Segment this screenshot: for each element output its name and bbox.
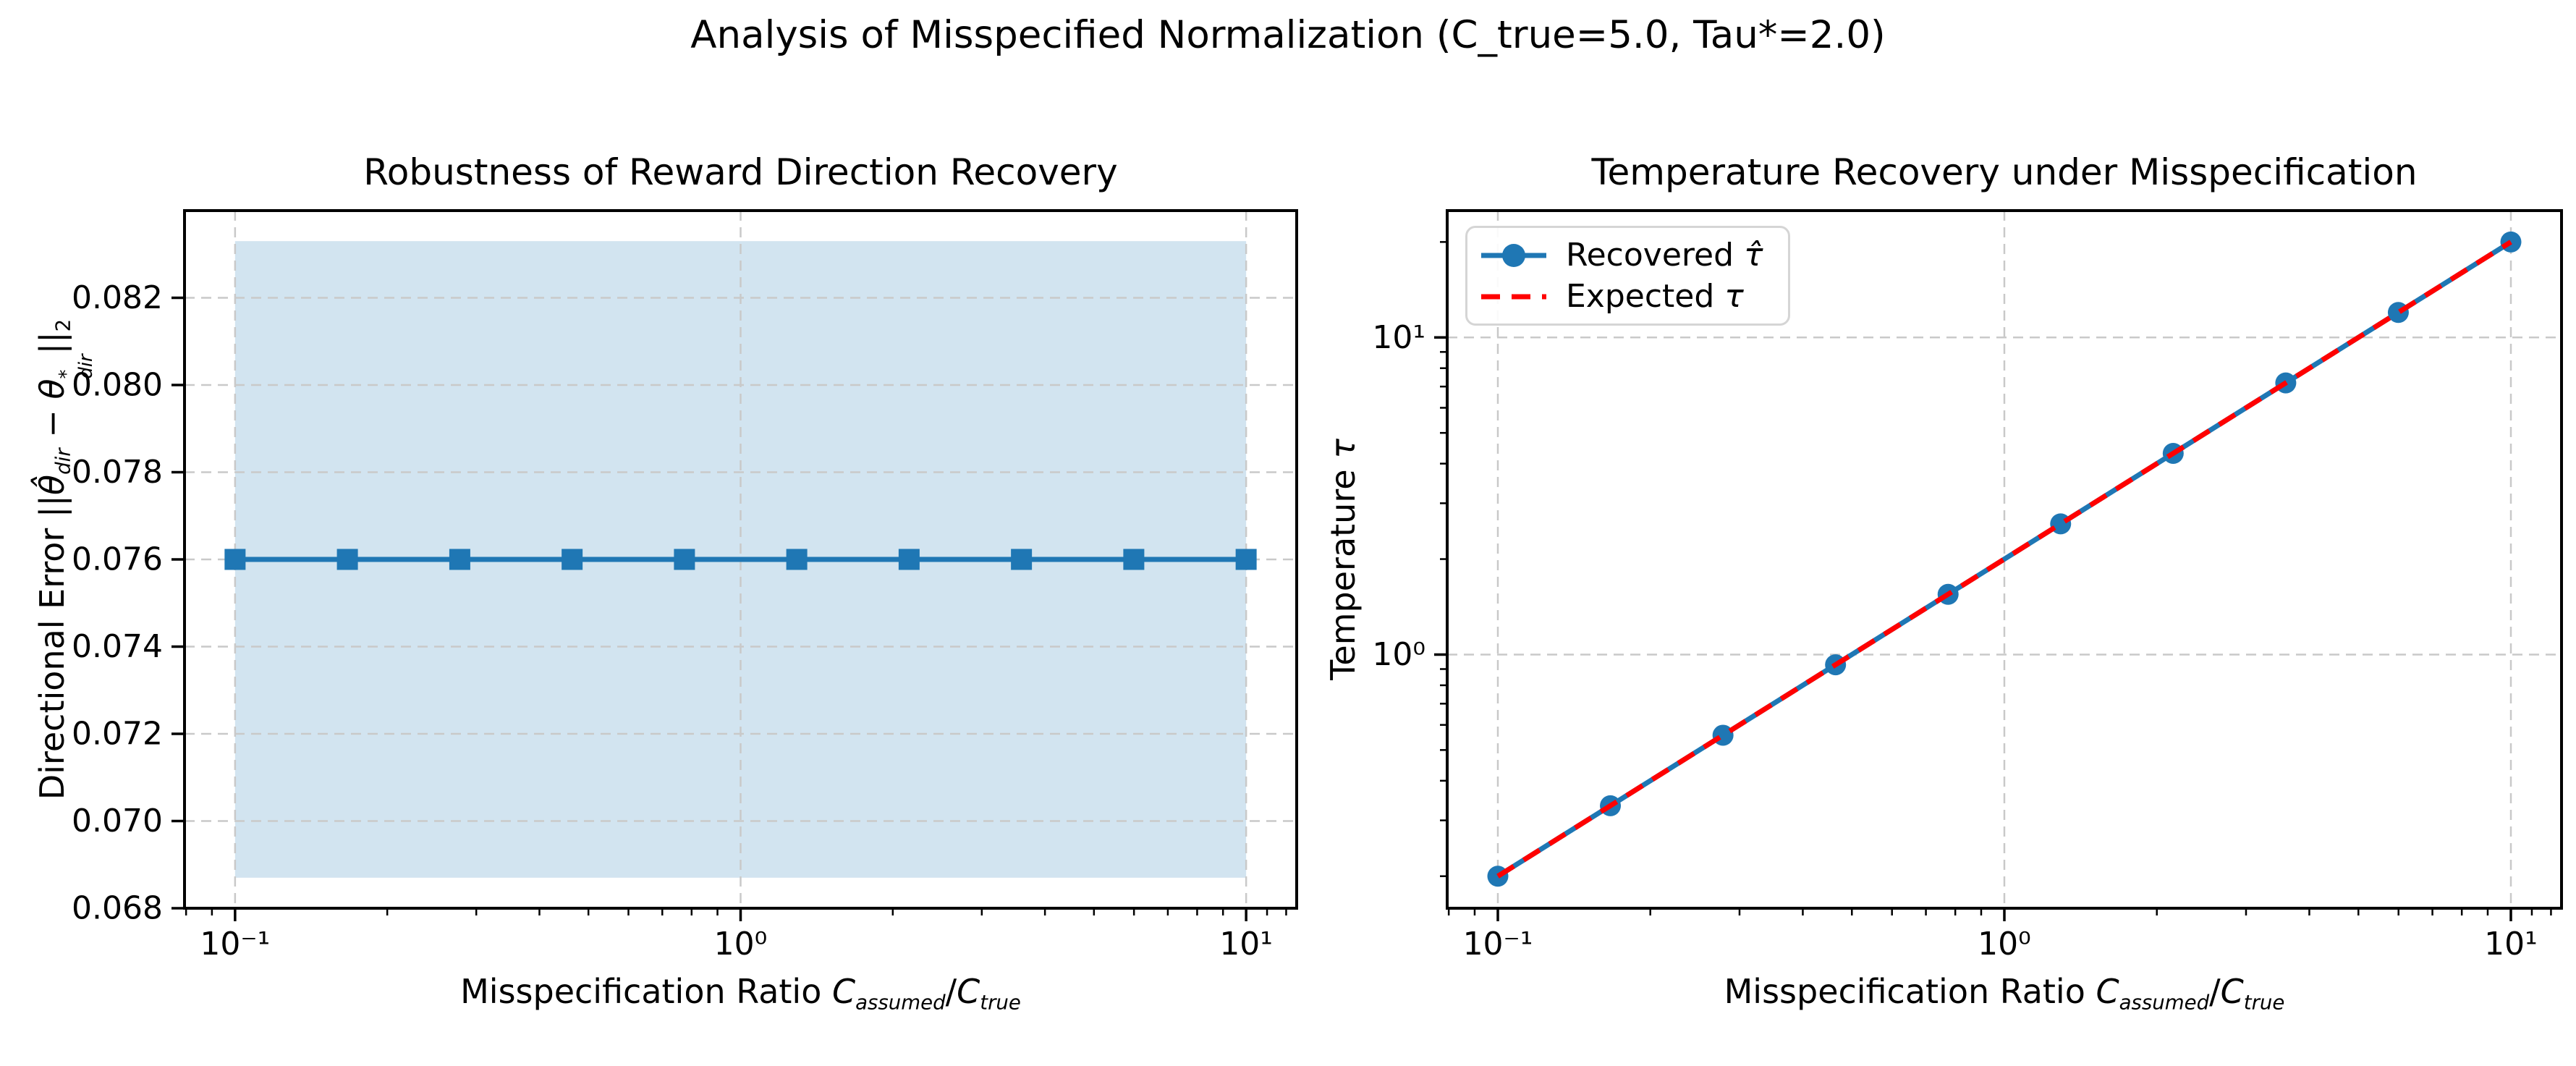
legend-sample-line-marker-icon	[1481, 243, 1546, 267]
x-axis-label-left: Misspecification Ratio Cassumed/Ctrue	[460, 972, 1021, 1015]
y-axis-label-right: Temperature τ	[1323, 439, 1363, 680]
data-marker-square	[562, 549, 583, 570]
figure-suptitle: Analysis of Misspecified Normalization (…	[690, 13, 1886, 57]
data-marker-square	[224, 549, 246, 570]
data-marker-square	[336, 549, 358, 570]
legend-label: Recovered τ̂	[1566, 237, 1763, 274]
y-tick-label: 0.076	[72, 541, 163, 578]
y-tick-label: 0.074	[72, 628, 163, 665]
x-tick-label: 10⁻¹	[1463, 926, 1533, 963]
legend: Recovered τ̂ Expected τ	[1465, 226, 1790, 326]
x-tick-label: 10⁰	[714, 926, 768, 963]
legend-label: Expected τ	[1566, 278, 1744, 315]
x-tick-label: 10¹	[1219, 926, 1273, 963]
y-tick-label: 0.080	[72, 367, 163, 404]
series-line-1	[1496, 240, 2512, 879]
legend-sample-dashed-line-icon	[1481, 294, 1546, 299]
x-tick-label: 10⁻¹	[200, 926, 270, 963]
plot-area-direction-recovery: 10⁻¹ 10⁰ 10¹ 0.068 0.070 0.072 0.074 0.076 0.078…	[72, 209, 1298, 963]
x-tick-label: 10⁰	[1978, 926, 2031, 963]
y-tick-label: 0.072	[72, 716, 163, 753]
data-marker-square	[898, 549, 920, 570]
data-marker-square	[449, 549, 470, 570]
y-axis-label-left: Directional Error ||θ̂dir − θ * dir ||2	[33, 318, 97, 800]
legend-item: Expected τ	[1479, 278, 1763, 315]
figure-canvas: Analysis of Misspecified Normalization (…	[33, 13, 2563, 1015]
x-tick-label: 10¹	[2484, 926, 2538, 963]
legend-item: Recovered τ̂	[1479, 237, 1763, 274]
y-tick-label: 0.070	[72, 803, 163, 839]
y-tick-label: 10⁰	[1372, 636, 1425, 673]
data-marker-square	[786, 549, 808, 570]
y-tick-label: 0.078	[72, 454, 163, 491]
axes-title-temperature-recovery: Temperature Recovery under Misspecificat…	[1591, 151, 2418, 193]
y-tick-label: 10¹	[1372, 319, 1425, 356]
data-marker-square	[674, 549, 695, 570]
axes-title-direction-recovery: Robustness of Reward Direction Recovery	[363, 151, 1118, 193]
y-tick-label: 0.082	[72, 279, 163, 316]
y-tick-label: 0.068	[72, 890, 163, 927]
data-marker-square	[1011, 549, 1033, 570]
data-marker-square	[1235, 549, 1257, 570]
plot-area-temperature-recovery: 10⁻¹ 10⁰ 10¹ 10⁰ 10¹	[1372, 209, 2563, 963]
x-axis-label-right: Misspecification Ratio Cassumed/Ctrue	[1724, 972, 2285, 1015]
data-marker-square	[1123, 549, 1145, 570]
